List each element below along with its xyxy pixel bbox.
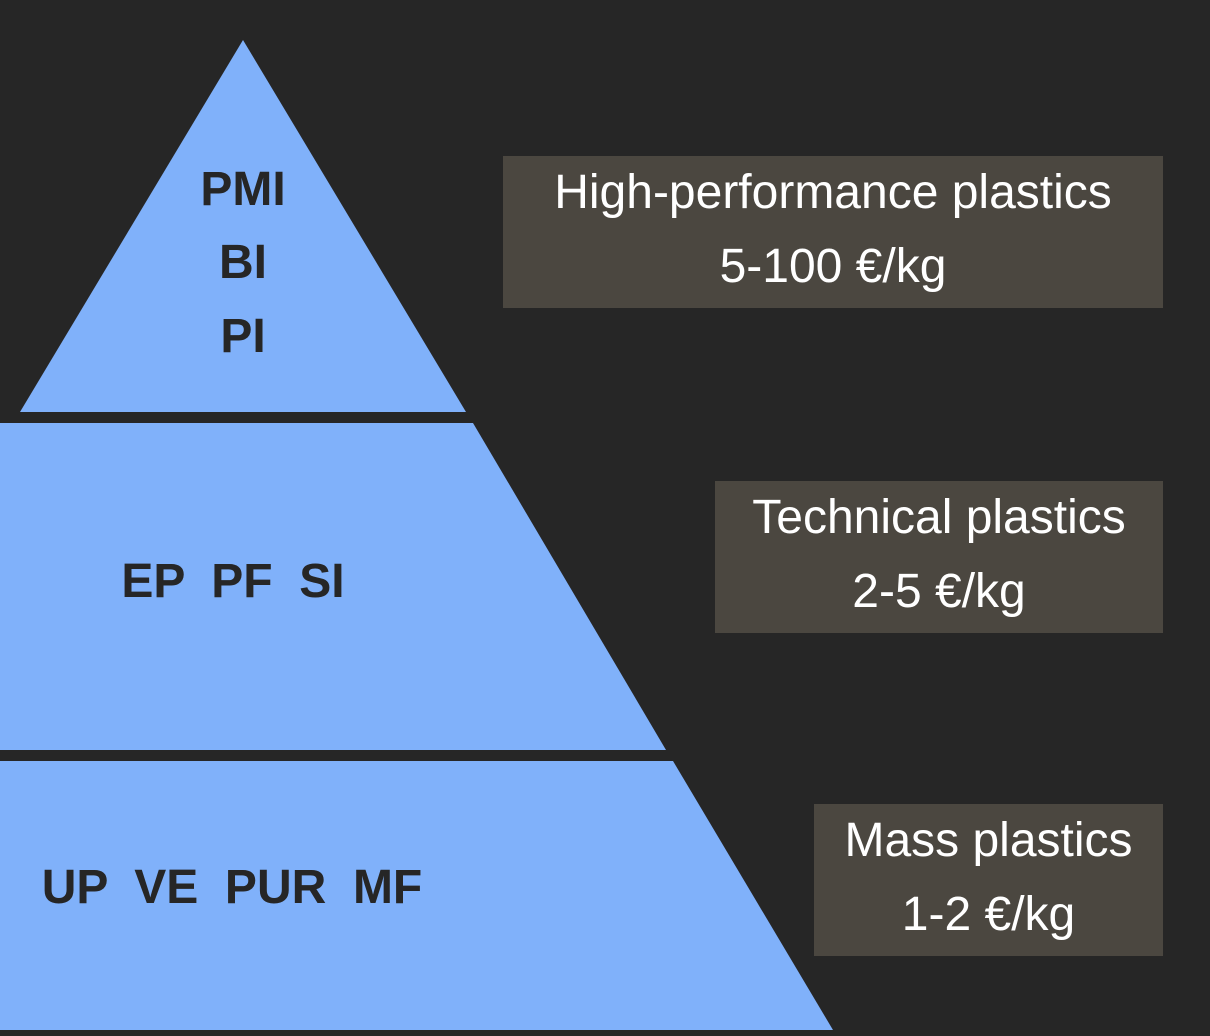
- tier-top-polymer-3: PI: [220, 310, 265, 363]
- pyramid-tier-top: [20, 40, 466, 412]
- label-technical: Technical plastics 2-5 €/kg: [715, 481, 1163, 633]
- category-name: Technical plastics: [752, 491, 1126, 544]
- label-high-performance: High-performance plastics 5-100 €/kg: [503, 156, 1163, 308]
- tier-top-polymer-1: PMI: [200, 163, 285, 216]
- tier-top-polymer-2: BI: [219, 236, 267, 289]
- pyramid-tier-bottom: [0, 761, 833, 1030]
- price-range: 5-100 €/kg: [719, 240, 947, 293]
- category-name: High-performance plastics: [554, 166, 1112, 219]
- label-mass: Mass plastics 1-2 €/kg: [814, 804, 1163, 956]
- tier-middle-polymers: EP PF SI: [121, 555, 344, 608]
- price-range: 1-2 €/kg: [901, 888, 1076, 941]
- pyramid-tier-middle: [0, 423, 666, 750]
- price-range: 2-5 €/kg: [852, 565, 1026, 618]
- tier-bottom-polymers: UP VE PUR MF: [42, 861, 423, 914]
- category-name: Mass plastics: [844, 814, 1133, 867]
